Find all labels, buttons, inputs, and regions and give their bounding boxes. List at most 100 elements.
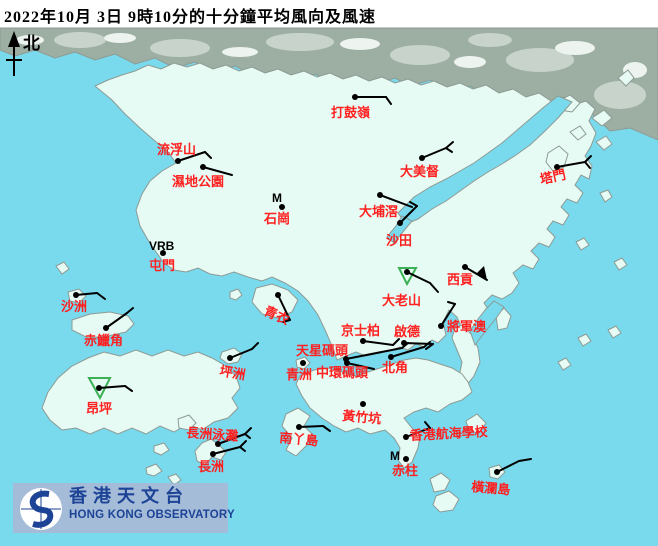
wind-barb [96,292,106,300]
wind-barb [282,319,291,323]
wind-barb [406,271,431,284]
lamma-island-shape [281,407,313,457]
station-dot [462,264,468,270]
station-wetland-park: 濕地公園 [172,164,233,189]
station-shek-kong: M 石崗 [263,191,290,226]
wind-barb [409,201,418,207]
station-dot [403,434,409,440]
station-label: 香港航海學校 [408,424,489,443]
station-dot [388,354,394,360]
wind-barb [75,292,98,296]
wind-barb [362,340,394,346]
station-dot [73,292,79,298]
wind-barb [423,341,431,348]
hko-logo-emblem [20,488,62,530]
north-arrow: 北 [6,31,40,76]
wind-barb [401,342,409,349]
wind-barb [229,348,253,359]
station-label: 天星碼頭 [296,343,349,358]
wind-barb [447,301,456,305]
landmass-layer [41,62,635,513]
wind-barb [392,338,400,346]
station-dot [300,360,306,366]
tsing-yi-island [251,283,299,319]
wind-barb [584,155,592,163]
station-dot [494,469,500,475]
station-dot [419,155,425,161]
station-dot [103,325,109,331]
hko-logo-english-name: HONG KONG OBSERVATORY [69,509,235,521]
lantau-island [41,349,241,435]
status-marker: VRB [149,239,175,253]
station-dot [296,424,302,430]
wind-barb [385,96,392,105]
station-dot [360,338,366,344]
station-label: 長洲泳灘 [186,425,239,444]
station-green-island: 青洲 [286,360,312,382]
station-cheung-chau: 長洲 [198,440,247,474]
station-label: 京士柏 [341,323,380,338]
station-dot [352,94,358,100]
wind-barb [204,151,212,159]
northern-terrain [0,27,658,141]
station-label: 北角 [382,360,408,375]
tolo-harbour [397,95,573,225]
station-label: 屯門 [149,258,175,273]
wind-barb [421,147,447,159]
station-peng-chau: 坪洲 [218,342,259,382]
station-dot [175,158,181,164]
wind-barb [322,425,331,432]
station-label: 赤柱 [392,463,418,478]
station-tai-po-kau: 大埔滘 [359,192,413,219]
wind-barb [425,343,434,350]
station-dot [554,164,560,170]
station-tap-mun: 塔門 [539,155,592,187]
wind-barb [345,347,403,360]
wind-barb [556,161,586,168]
wind-barb [464,266,488,281]
station-ta-kwu-ling: 打鼓嶺 [331,94,392,120]
wind-barb-flag [477,266,487,280]
station-label: 昂坪 [86,401,112,416]
station-dot [360,401,366,407]
station-label: 長洲 [198,459,224,474]
station-tseung-kwan-o: 將軍澳 [438,301,487,334]
wind-barb [429,282,439,293]
wind-barb [399,205,418,224]
station-dot [403,456,409,462]
station-label: 啟德 [394,324,420,339]
wind-barb [584,161,591,169]
station-lamma-island: 南丫島 [279,424,331,448]
station-cheung-chau-beach: 長洲泳灘 [186,425,252,447]
wind-barb [202,166,233,176]
station-label: 濕地公園 [172,174,224,189]
wind-barb [126,307,134,314]
wind-barb [105,312,128,329]
station-label: 中環碼頭 [316,365,369,380]
hilltop-triangle-icon [397,267,418,287]
north-arrow-label: 北 [23,34,40,53]
station-tuen-mun: VRB 屯門 [149,239,175,273]
terrain-texture [54,32,646,109]
station-ngong-ping: 昂坪 [86,377,133,416]
water-inlets [386,95,573,347]
station-label: 將軍澳 [447,319,487,334]
page-title: 2022年10月 3日 9時10分的十分鐘平均風向及風速 [4,9,377,26]
station-dot [404,269,410,275]
station-label: 沙田 [386,233,412,248]
station-sai-kung: 西貢 [447,264,488,287]
station-dot [438,323,444,329]
wind-barb [496,460,520,473]
wind-barb [124,385,133,392]
wind-barb [177,151,206,162]
station-label: 西貢 [447,272,473,287]
station-dot [377,192,383,198]
station-stanley: M赤柱 [390,449,418,478]
station-north-point: 北角 [382,341,431,375]
new-territories-land [94,62,597,361]
wind-barb [277,294,291,321]
wind-barb [424,421,431,429]
